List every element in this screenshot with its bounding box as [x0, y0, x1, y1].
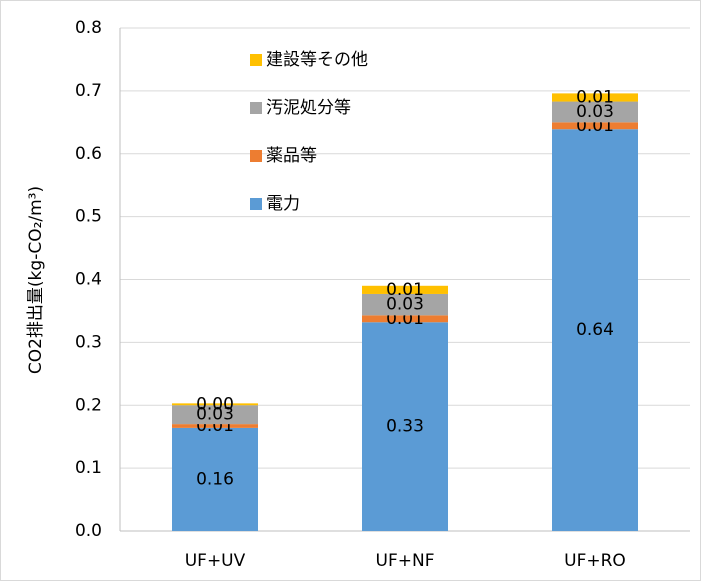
bar-segment [172, 403, 258, 406]
data-label: 0.03 [196, 405, 234, 425]
y-tick-label: 0.6 [75, 144, 102, 164]
bar-segment [172, 405, 258, 425]
y-tick-label: 0.2 [75, 395, 102, 415]
data-label: 0.01 [386, 280, 424, 300]
bar-segment [362, 322, 448, 531]
bar-segment [552, 93, 638, 102]
y-tick-label: 0.5 [75, 207, 102, 227]
y-tick-label: 0.3 [75, 332, 102, 352]
bar-segment [172, 424, 258, 428]
legend-label: 建設等その他 [266, 50, 368, 70]
legend-label: 汚泥処分等 [266, 98, 351, 118]
y-tick-label: 0.7 [75, 81, 102, 101]
bar-segment [552, 129, 638, 531]
data-label: 0.00 [196, 394, 234, 414]
bar-segment [362, 285, 448, 294]
bar-segment [172, 427, 258, 531]
data-label: 0.33 [386, 417, 424, 437]
data-label: 0.16 [196, 469, 234, 489]
data-label: 0.03 [576, 102, 614, 122]
legend-swatch [250, 198, 262, 210]
y-tick-label: 0.1 [75, 458, 102, 478]
bar-segment [552, 101, 638, 123]
bar-segment [362, 315, 448, 323]
x-tick-label: UF+RO [564, 551, 626, 571]
data-label: 0.01 [576, 87, 614, 107]
data-label: 0.03 [386, 295, 424, 315]
y-axis-label: CO2排出量(kg-CO₂/m³) [26, 186, 46, 374]
x-tick-label: UF+UV [185, 551, 246, 571]
legend-label: 薬品等 [266, 146, 317, 166]
legend-swatch [250, 102, 262, 114]
y-tick-label: 0.0 [75, 521, 102, 541]
legend-swatch [250, 150, 262, 162]
y-tick-label: 0.4 [75, 270, 102, 290]
bar-segment [362, 293, 448, 316]
bar-segment [552, 122, 638, 130]
y-tick-label: 0.8 [75, 18, 102, 38]
legend-swatch [250, 54, 262, 66]
x-tick-label: UF+NF [376, 551, 435, 571]
legend-label: 電力 [266, 194, 300, 214]
data-label: 0.64 [576, 320, 614, 340]
